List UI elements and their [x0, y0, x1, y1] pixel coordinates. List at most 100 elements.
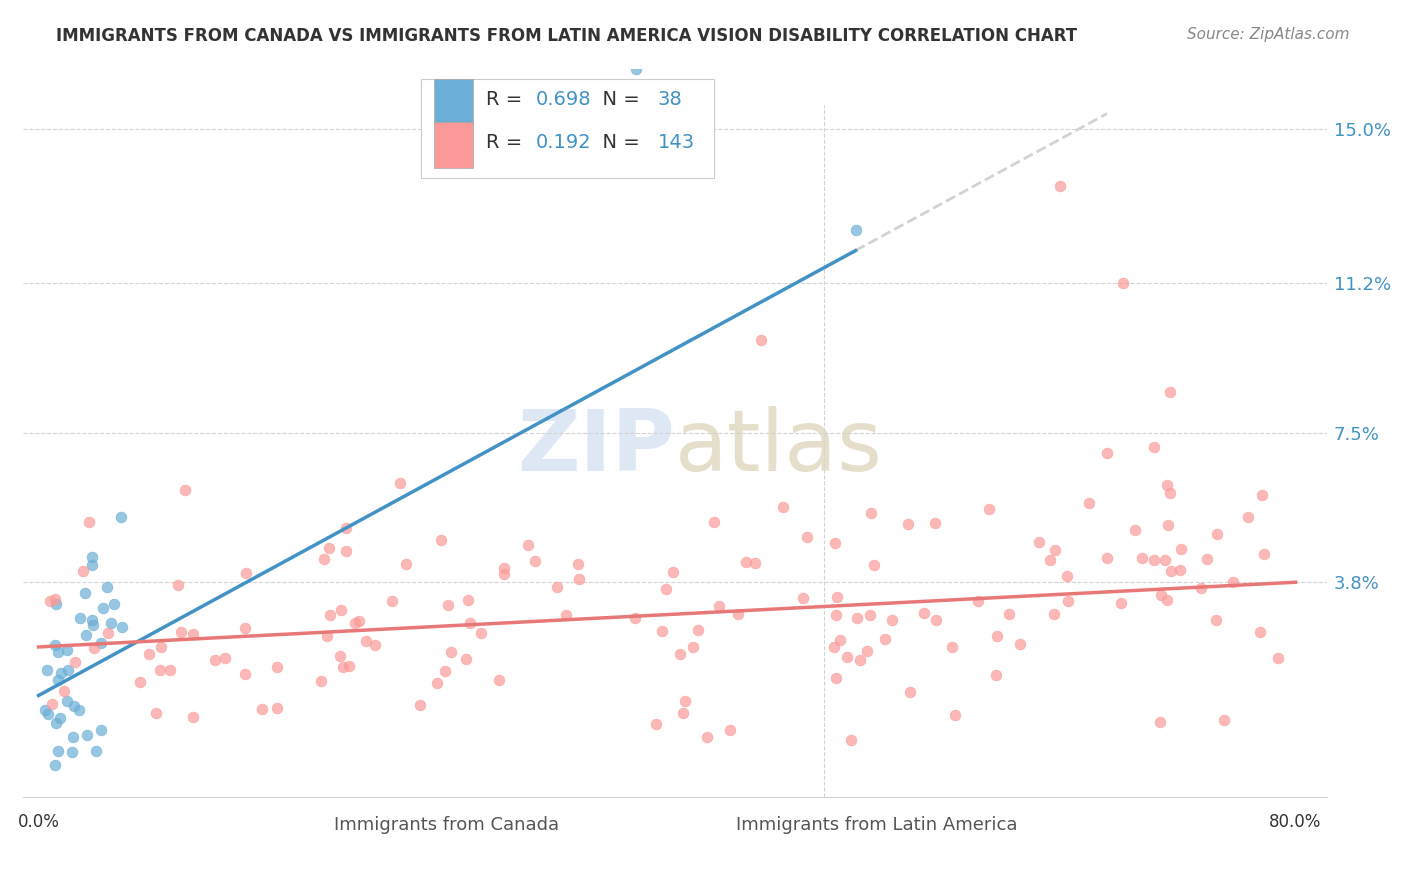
Point — [90, 636, 112, 650]
Point — [395, 557, 418, 571]
Point — [454, 652, 477, 666]
Point — [329, 603, 352, 617]
Point — [44, 592, 66, 607]
Point — [437, 599, 460, 613]
Point — [623, 610, 645, 624]
Point — [1111, 276, 1133, 290]
Point — [848, 652, 870, 666]
Point — [170, 624, 193, 639]
Point — [880, 613, 903, 627]
Point — [183, 627, 205, 641]
Point — [825, 608, 848, 623]
Point — [1150, 588, 1173, 602]
Point — [235, 566, 257, 580]
Point — [825, 671, 848, 685]
Point — [1039, 553, 1062, 567]
FancyBboxPatch shape — [420, 79, 714, 178]
Point — [555, 607, 578, 622]
Point — [1095, 550, 1118, 565]
Point — [62, 730, 84, 744]
Point — [1206, 526, 1229, 541]
FancyBboxPatch shape — [433, 78, 472, 124]
Point — [159, 664, 181, 678]
Point — [91, 601, 114, 615]
Point — [1205, 613, 1227, 627]
Point — [492, 561, 515, 575]
Point — [318, 541, 340, 556]
Point — [1056, 568, 1078, 582]
Point — [75, 628, 97, 642]
Point — [266, 701, 288, 715]
Point — [546, 580, 568, 594]
Point — [1237, 509, 1260, 524]
Point — [1123, 523, 1146, 537]
Point — [72, 564, 94, 578]
Point — [727, 607, 749, 621]
Point — [80, 549, 103, 564]
Point — [82, 558, 104, 572]
Point — [860, 507, 883, 521]
Point — [1250, 488, 1272, 502]
Point — [48, 711, 70, 725]
Point — [311, 674, 333, 689]
Point — [524, 553, 547, 567]
Point — [1056, 594, 1078, 608]
Point — [1149, 714, 1171, 729]
Point — [111, 620, 134, 634]
Point — [792, 591, 814, 606]
Point — [364, 638, 387, 652]
Point — [1222, 575, 1244, 590]
Point — [824, 535, 846, 549]
Point — [823, 640, 845, 654]
Point — [997, 607, 1019, 621]
Point — [1159, 486, 1181, 500]
Text: 143: 143 — [658, 133, 695, 153]
Point — [672, 706, 695, 721]
Point — [1156, 478, 1178, 492]
Point — [516, 538, 538, 552]
Point — [79, 515, 101, 529]
Point — [1078, 496, 1101, 510]
Point — [1249, 624, 1271, 639]
Point — [38, 594, 60, 608]
Point — [433, 665, 456, 679]
Point — [624, 62, 647, 76]
Point — [430, 533, 453, 547]
Point — [1156, 593, 1178, 607]
Point — [1253, 547, 1275, 561]
Point — [315, 629, 337, 643]
Point — [110, 510, 132, 524]
Point — [174, 483, 197, 497]
Point — [354, 633, 377, 648]
Text: IMMIGRANTS FROM CANADA VS IMMIGRANTS FROM LATIN AMERICA VISION DISABILITY CORREL: IMMIGRANTS FROM CANADA VS IMMIGRANTS FRO… — [56, 27, 1077, 45]
Point — [46, 673, 69, 687]
Point — [863, 558, 886, 573]
Point — [266, 660, 288, 674]
Point — [35, 663, 58, 677]
Point — [1170, 542, 1192, 557]
Point — [46, 645, 69, 659]
Point — [49, 665, 72, 680]
Point — [97, 625, 120, 640]
Text: Immigrants from Canada: Immigrants from Canada — [335, 816, 560, 834]
Text: ZIP: ZIP — [517, 406, 675, 489]
Point — [673, 694, 696, 708]
Point — [45, 597, 67, 611]
Point — [56, 694, 79, 708]
Point — [53, 684, 76, 698]
Point — [332, 660, 354, 674]
Point — [56, 642, 79, 657]
Point — [67, 703, 90, 717]
Point — [744, 557, 766, 571]
Text: Immigrants from Latin America: Immigrants from Latin America — [737, 816, 1018, 834]
Point — [149, 640, 172, 654]
Text: 38: 38 — [658, 89, 683, 109]
Point — [96, 580, 118, 594]
Point — [1168, 563, 1191, 577]
Point — [1109, 596, 1132, 610]
Point — [718, 723, 741, 737]
Point — [138, 647, 160, 661]
Point — [319, 608, 342, 623]
Point — [470, 625, 492, 640]
Point — [1159, 385, 1181, 400]
